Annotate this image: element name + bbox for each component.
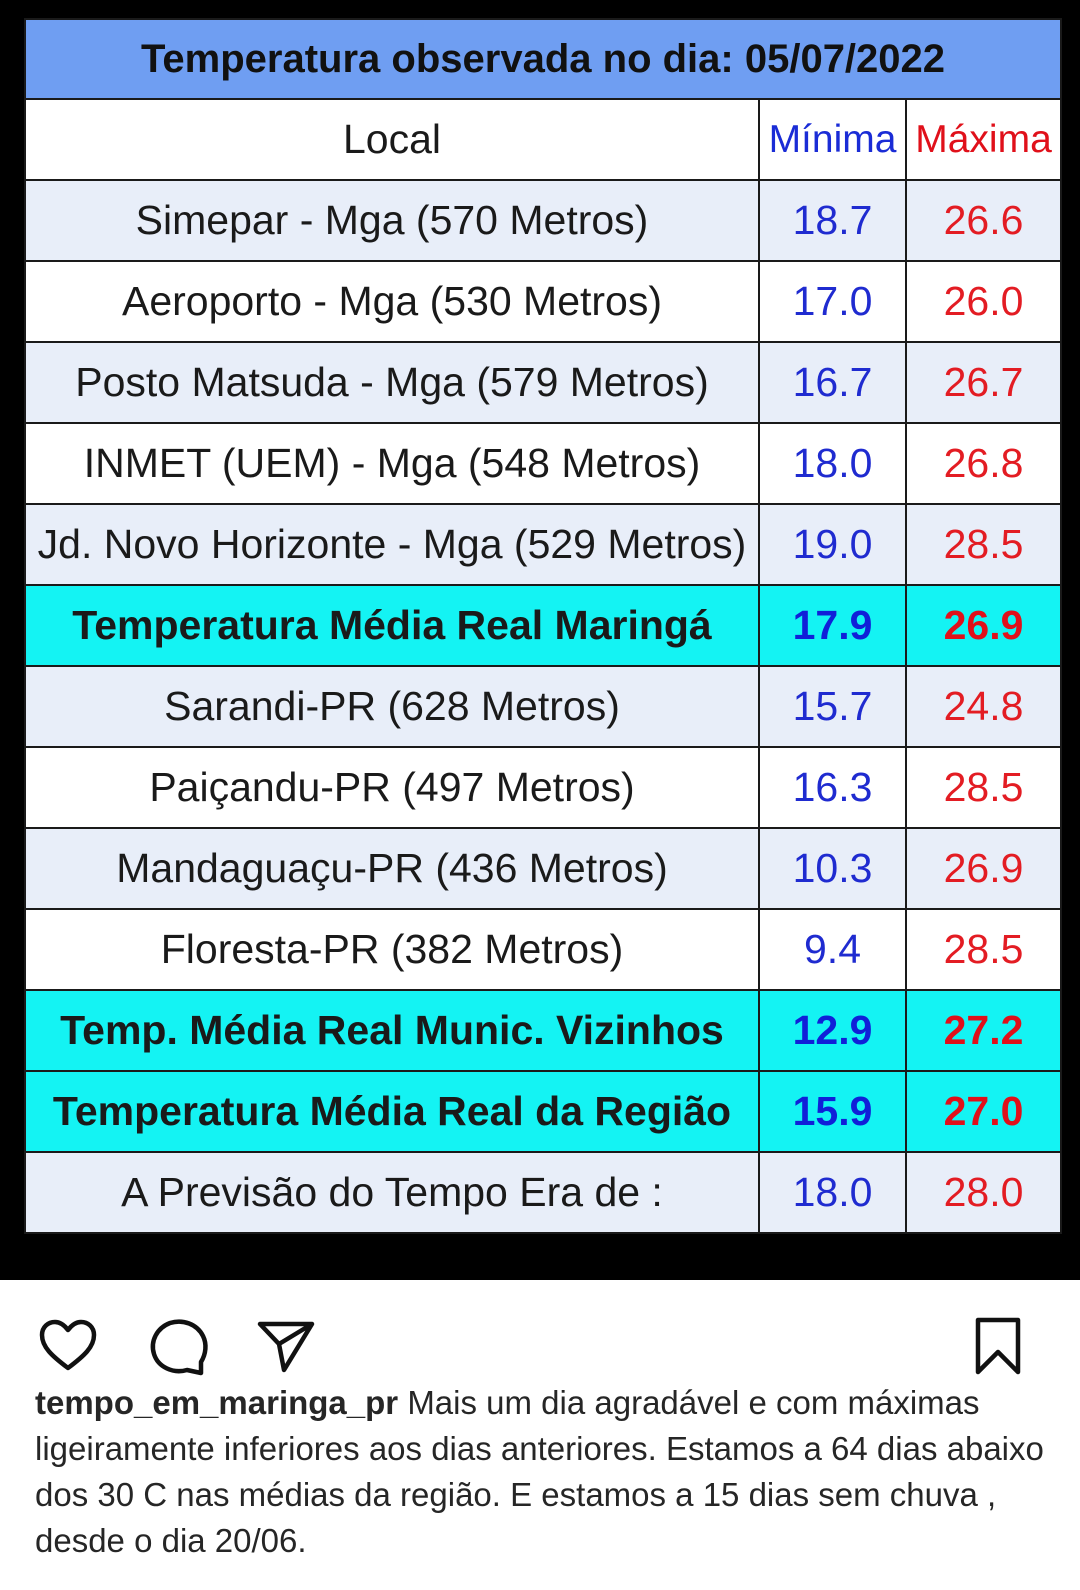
- cell-local: Paiçandu-PR (497 Metros): [24, 746, 760, 829]
- table-row-average: Temperatura Média Real da Região 15.9 27.0: [24, 1070, 1062, 1153]
- cell-min: 16.3: [758, 746, 907, 829]
- table-row: Floresta-PR (382 Metros) 9.4 28.5: [24, 908, 1062, 991]
- cell-max: 28.0: [905, 1151, 1062, 1234]
- table-row-average: Temp. Média Real Munic. Vizinhos 12.9 27.2: [24, 989, 1062, 1072]
- header-max: Máxima: [905, 98, 1062, 181]
- cell-min: 16.7: [758, 341, 907, 424]
- cell-min: 17.9: [758, 584, 907, 667]
- post-actions-bar: [0, 1290, 1080, 1380]
- cell-max: 27.2: [905, 989, 1062, 1072]
- cell-local: INMET (UEM) - Mga (548 Metros): [24, 422, 760, 505]
- cell-max: 26.0: [905, 260, 1062, 343]
- table-row: Aeroporto - Mga (530 Metros) 17.0 26.0: [24, 260, 1062, 343]
- cell-local: Floresta-PR (382 Metros): [24, 908, 760, 991]
- cell-max: 26.7: [905, 341, 1062, 424]
- cell-local: Mandaguaçu-PR (436 Metros): [24, 827, 760, 910]
- cell-local: Sarandi-PR (628 Metros): [24, 665, 760, 748]
- post-caption: tempo_em_maringa_pr Mais um dia agradáve…: [35, 1380, 1045, 1564]
- cell-local: Simepar - Mga (570 Metros): [24, 179, 760, 262]
- comment-icon[interactable]: [146, 1314, 210, 1378]
- cell-max: 28.5: [905, 746, 1062, 829]
- bookmark-icon[interactable]: [966, 1314, 1030, 1378]
- table-header-row: Local Mínima Máxima: [24, 98, 1062, 181]
- caption-text: Mais um dia agradável e com máximas lige…: [35, 1384, 1044, 1559]
- cell-local: Posto Matsuda - Mga (579 Metros): [24, 341, 760, 424]
- cell-min: 12.9: [758, 989, 907, 1072]
- cell-max: 26.9: [905, 827, 1062, 910]
- cell-max: 26.8: [905, 422, 1062, 505]
- table-row: A Previsão do Tempo Era de :18.0 28.0: [24, 1151, 1062, 1234]
- cell-min: 19.0: [758, 503, 907, 586]
- table-title: Temperatura observada no dia: 05/07/2022: [24, 18, 1062, 100]
- cell-min: 10.3: [758, 827, 907, 910]
- table-row-average: Temperatura Média Real Maringá 17.9 26.9: [24, 584, 1062, 667]
- post-image[interactable]: Temperatura observada no dia: 05/07/2022…: [0, 0, 1080, 1280]
- cell-max: 28.5: [905, 503, 1062, 586]
- heart-icon[interactable]: [36, 1314, 100, 1378]
- table-row: Jd. Novo Horizonte - Mga (529 Metros) 19.…: [24, 503, 1062, 586]
- header-min: Mínima: [758, 98, 907, 181]
- cell-local: Aeroporto - Mga (530 Metros): [24, 260, 760, 343]
- cell-local: Temperatura Média Real Maringá: [24, 584, 760, 667]
- cell-max: 24.8: [905, 665, 1062, 748]
- cell-max: 27.0: [905, 1070, 1062, 1153]
- caption-username[interactable]: tempo_em_maringa_pr: [35, 1384, 399, 1421]
- cell-min: 17.0: [758, 260, 907, 343]
- cell-local: A Previsão do Tempo Era de :: [24, 1151, 760, 1234]
- table-row: INMET (UEM) - Mga (548 Metros) 18.0 26.8: [24, 422, 1062, 505]
- cell-local: Temperatura Média Real da Região: [24, 1070, 760, 1153]
- table-row: Paiçandu-PR (497 Metros) 16.3 28.5: [24, 746, 1062, 829]
- table-row: Simepar - Mga (570 Metros) 18.7 26.6: [24, 179, 1062, 262]
- cell-min: 18.0: [758, 1151, 907, 1234]
- cell-min: 18.0: [758, 422, 907, 505]
- temperature-table: Temperatura observada no dia: 05/07/2022…: [24, 18, 1062, 1234]
- cell-min: 18.7: [758, 179, 907, 262]
- table-row: Posto Matsuda - Mga (579 Metros) 16.7 26.7: [24, 341, 1062, 424]
- cell-local: Temp. Média Real Munic. Vizinhos: [24, 989, 760, 1072]
- table-row: Mandaguaçu-PR (436 Metros) 10.3 26.9: [24, 827, 1062, 910]
- cell-max: 28.5: [905, 908, 1062, 991]
- table-row: Sarandi-PR (628 Metros) 15.7 24.8: [24, 665, 1062, 748]
- cell-local: Jd. Novo Horizonte - Mga (529 Metros): [24, 503, 760, 586]
- table-title-row: Temperatura observada no dia: 05/07/2022: [24, 18, 1062, 100]
- cell-min: 15.7: [758, 665, 907, 748]
- cell-max: 26.6: [905, 179, 1062, 262]
- cell-min: 15.9: [758, 1070, 907, 1153]
- cell-min: 9.4: [758, 908, 907, 991]
- cell-max: 26.9: [905, 584, 1062, 667]
- header-local: Local: [24, 98, 760, 181]
- share-icon[interactable]: [254, 1314, 318, 1378]
